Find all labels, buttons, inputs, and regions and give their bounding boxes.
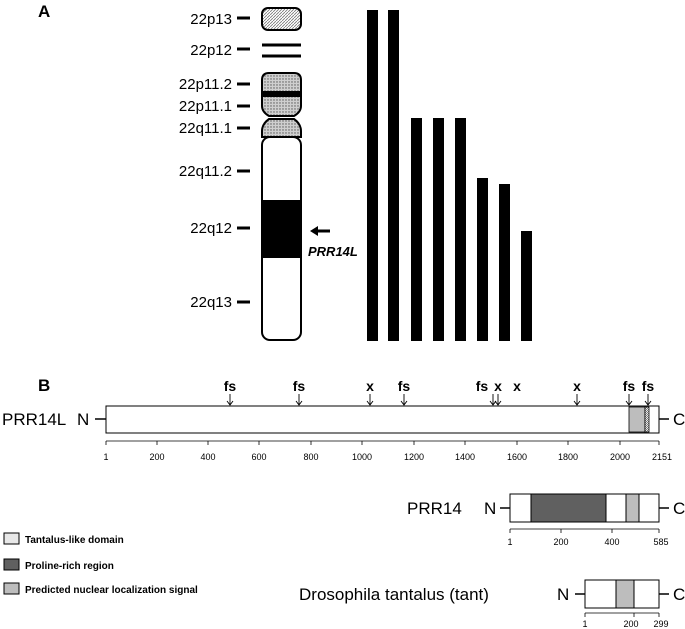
axis-tick-label: 585	[653, 537, 668, 547]
prr14l-n-terminus: N	[77, 410, 89, 429]
deletion-bar	[411, 118, 422, 341]
axis-tick-label: 1000	[352, 452, 372, 462]
tant-tantalus-domain	[615, 579, 635, 609]
legend-label-proline: Proline-rich region	[25, 561, 114, 572]
mutation-fs-label: fs	[623, 378, 636, 394]
panel-b-label: B	[38, 376, 50, 395]
legend-swatch-tantalus	[3, 532, 20, 545]
band-label-22p11-2: 22p11.2	[179, 76, 232, 93]
band-label-22p13: 22p13	[190, 11, 232, 28]
prr14-name: PRR14	[407, 499, 462, 518]
band-22q12	[261, 200, 302, 258]
legend-swatch-nls	[3, 582, 20, 595]
chromosome-22-ideogram	[261, 7, 302, 341]
mutation-fs-label: fs	[398, 378, 411, 394]
locus-arrow-icon	[310, 226, 330, 236]
axis-tick-label: 1	[507, 537, 512, 547]
legend-swatch-proline	[3, 558, 20, 571]
mutation-fs-label: fs	[293, 378, 306, 394]
prr14-proline-rich-region	[530, 493, 607, 523]
mutation-arrow-icon	[644, 394, 652, 406]
deletion-bar	[499, 184, 510, 341]
mutation-arrow-icon	[494, 394, 502, 406]
axis-tick-label: 800	[303, 452, 318, 462]
locus-gene-label: PRR14L	[308, 244, 358, 259]
mutation-arrow-icon	[366, 394, 374, 406]
band-22p13	[261, 7, 302, 31]
legend-label-tantalus: Tantalus-like domain	[25, 535, 124, 546]
deletion-bar	[477, 178, 488, 341]
axis-tick-label: 400	[604, 537, 619, 547]
deletion-bars	[367, 10, 532, 341]
tant-c-terminus: C	[673, 585, 685, 604]
mutation-arrows	[226, 394, 652, 406]
prr14-axis: 1 200 400 585	[507, 528, 669, 547]
mutation-fs-label: fs	[224, 378, 237, 394]
band-label-22q13: 22q13	[190, 294, 232, 311]
axis-tick-label: 299	[653, 619, 668, 629]
legend-label-nls: Predicted nuclear localization signal	[25, 585, 198, 596]
mutation-x-label: x	[366, 378, 374, 394]
deletion-bar	[433, 118, 444, 341]
band-22p11-dark	[262, 91, 301, 97]
prr14l-axis: 1 200 400 600 800 1000 1200 1400 1600 18…	[103, 440, 672, 462]
mutation-arrow-icon	[400, 394, 408, 406]
mutation-arrow-icon	[226, 394, 234, 406]
tant-axis: 1 200 299	[582, 612, 669, 629]
deletion-bar	[521, 231, 532, 341]
axis-tick-label: 200	[149, 452, 164, 462]
tant-name: Drosophila tantalus (tant)	[299, 585, 489, 604]
mutation-x-label: x	[494, 378, 502, 394]
legend: Tantalus-like domain Proline-rich region…	[3, 532, 198, 596]
band-label-22q11-2: 22q11.2	[179, 163, 232, 180]
band-22q11-1	[261, 118, 302, 138]
axis-tick-label: 1600	[507, 452, 527, 462]
prr14l-name: PRR14L	[2, 410, 66, 429]
prr14-c-terminus: C	[673, 499, 685, 518]
tant-n-terminus: N	[557, 585, 569, 604]
axis-tick-label: 2000	[610, 452, 630, 462]
axis-tick-label: 1	[582, 619, 587, 629]
prr14l-nls	[644, 406, 650, 433]
mutation-fs-label: fs	[476, 378, 489, 394]
deletion-bar	[455, 118, 466, 341]
mutation-fs-label: fs	[642, 378, 655, 394]
axis-tick-label: 200	[553, 537, 568, 547]
mutation-arrow-icon	[489, 394, 497, 406]
deletion-bar	[367, 10, 378, 341]
axis-tick-label: 2151	[652, 452, 672, 462]
mutation-arrow-icon	[573, 394, 581, 406]
axis-tick-label: 1	[103, 452, 108, 462]
band-label-22q11-1: 22q11.1	[179, 120, 232, 137]
mutation-x-label: x	[513, 378, 521, 394]
prr14l-c-terminus: C	[673, 410, 685, 429]
axis-tick-label: 1800	[558, 452, 578, 462]
prr14-nls	[625, 493, 640, 523]
axis-tick-label: 400	[200, 452, 215, 462]
prr14l-mutations: fs fs x fs fs x x x fs fs	[224, 378, 655, 406]
axis-tick-label: 600	[251, 452, 266, 462]
band-ticks	[237, 16, 250, 304]
deletion-bar	[388, 10, 399, 341]
mutation-arrow-icon	[295, 394, 303, 406]
panel-a-label: A	[38, 2, 50, 21]
mutation-arrow-icon	[625, 394, 633, 406]
prr14-tantalus-domain	[605, 493, 627, 523]
mutation-x-label: x	[573, 378, 581, 394]
band-label-22q12: 22q12	[190, 220, 232, 237]
band-label-22p12: 22p12	[190, 42, 232, 59]
prr14l-protein-bar	[105, 405, 660, 434]
axis-tick-label: 1400	[455, 452, 475, 462]
axis-tick-label: 1200	[404, 452, 424, 462]
band-label-22p11-1: 22p11.1	[179, 98, 232, 115]
prr14l-tantalus-domain	[628, 406, 646, 433]
axis-tick-label: 200	[623, 619, 638, 629]
prr14-n-terminus: N	[484, 499, 496, 518]
